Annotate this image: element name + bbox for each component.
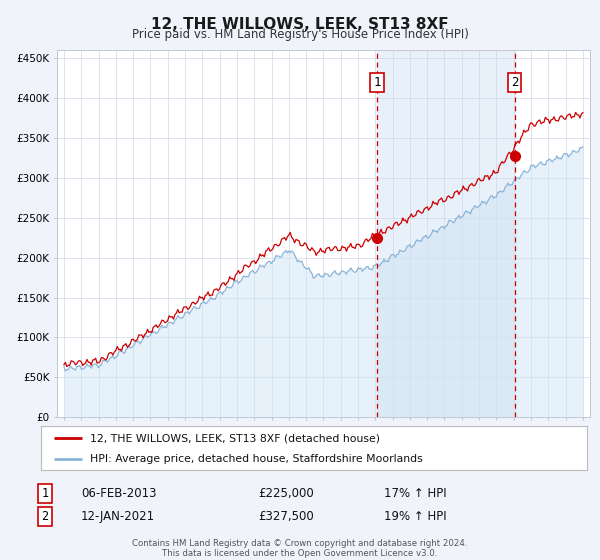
Text: 17% ↑ HPI: 17% ↑ HPI — [384, 487, 446, 501]
Text: 12-JAN-2021: 12-JAN-2021 — [81, 510, 155, 524]
Text: £225,000: £225,000 — [258, 487, 314, 501]
Bar — [377, 50, 515, 417]
Text: £327,500: £327,500 — [258, 510, 314, 524]
Text: 12, THE WILLOWS, LEEK, ST13 8XF: 12, THE WILLOWS, LEEK, ST13 8XF — [151, 17, 449, 32]
Text: 06-FEB-2013: 06-FEB-2013 — [81, 487, 157, 501]
Text: HPI: Average price, detached house, Staffordshire Moorlands: HPI: Average price, detached house, Staf… — [90, 454, 422, 464]
Text: 2: 2 — [511, 76, 518, 89]
Text: 1: 1 — [373, 76, 381, 89]
Text: Price paid vs. HM Land Registry's House Price Index (HPI): Price paid vs. HM Land Registry's House … — [131, 28, 469, 41]
Text: 1: 1 — [41, 487, 49, 501]
Text: 12, THE WILLOWS, LEEK, ST13 8XF (detached house): 12, THE WILLOWS, LEEK, ST13 8XF (detache… — [90, 433, 380, 443]
Text: 2: 2 — [41, 510, 49, 524]
Text: This data is licensed under the Open Government Licence v3.0.: This data is licensed under the Open Gov… — [163, 549, 437, 558]
Text: 19% ↑ HPI: 19% ↑ HPI — [384, 510, 446, 524]
Text: Contains HM Land Registry data © Crown copyright and database right 2024.: Contains HM Land Registry data © Crown c… — [132, 539, 468, 548]
